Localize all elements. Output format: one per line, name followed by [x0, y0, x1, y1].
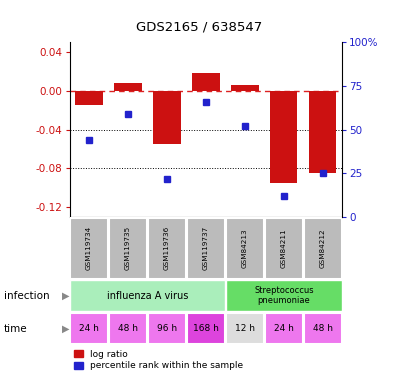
- Bar: [153, 91, 181, 144]
- Bar: [226, 218, 264, 278]
- Bar: [265, 218, 303, 278]
- Bar: [76, 91, 103, 105]
- Text: GSM84212: GSM84212: [320, 228, 326, 268]
- Bar: [148, 218, 186, 278]
- Text: 48 h: 48 h: [313, 324, 333, 333]
- Bar: [187, 313, 225, 344]
- Bar: [70, 280, 225, 311]
- Text: GSM119734: GSM119734: [86, 226, 92, 270]
- Bar: [231, 85, 259, 91]
- Text: 12 h: 12 h: [235, 324, 255, 333]
- Text: 24 h: 24 h: [79, 324, 99, 333]
- Bar: [109, 218, 147, 278]
- Bar: [270, 91, 297, 183]
- Text: GSM119736: GSM119736: [164, 226, 170, 270]
- Bar: [109, 313, 147, 344]
- Bar: [226, 280, 342, 311]
- Bar: [304, 218, 342, 278]
- Text: ▶: ▶: [62, 324, 69, 334]
- Bar: [309, 91, 336, 173]
- Bar: [226, 313, 264, 344]
- Bar: [70, 218, 108, 278]
- Text: GDS2165 / 638547: GDS2165 / 638547: [136, 20, 262, 33]
- Text: infection: infection: [4, 291, 50, 301]
- Text: time: time: [4, 324, 27, 334]
- Bar: [70, 313, 108, 344]
- Text: 24 h: 24 h: [274, 324, 294, 333]
- Text: 168 h: 168 h: [193, 324, 219, 333]
- Legend: log ratio, percentile rank within the sample: log ratio, percentile rank within the sa…: [74, 350, 244, 371]
- Text: GSM119735: GSM119735: [125, 226, 131, 270]
- Text: influenza A virus: influenza A virus: [107, 291, 188, 301]
- Text: ▶: ▶: [62, 291, 69, 301]
- Text: GSM84213: GSM84213: [242, 228, 248, 268]
- Bar: [192, 73, 220, 91]
- Text: 96 h: 96 h: [157, 324, 177, 333]
- Text: GSM119737: GSM119737: [203, 226, 209, 270]
- Text: 48 h: 48 h: [118, 324, 138, 333]
- Bar: [265, 313, 303, 344]
- Text: Streptococcus
pneumoniae: Streptococcus pneumoniae: [254, 286, 314, 305]
- Bar: [148, 313, 186, 344]
- Bar: [187, 218, 225, 278]
- Text: GSM84211: GSM84211: [281, 228, 287, 268]
- Bar: [304, 313, 342, 344]
- Bar: [115, 83, 142, 91]
